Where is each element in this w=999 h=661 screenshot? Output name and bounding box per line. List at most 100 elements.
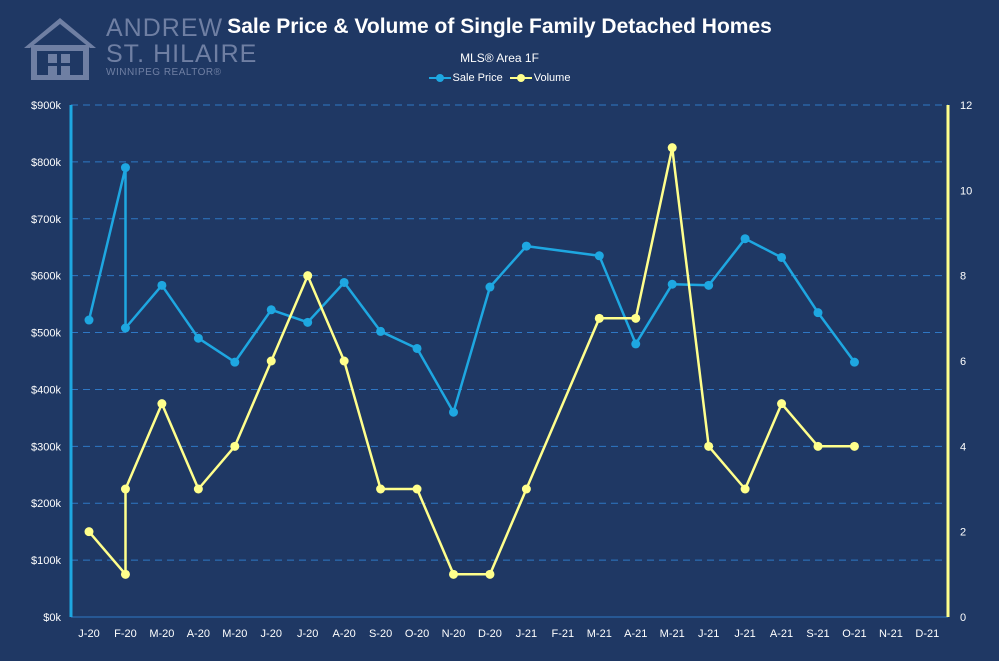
x-axis-tick-label: J-20 — [78, 628, 99, 640]
data-point-volume — [485, 569, 495, 579]
data-point-sale-price — [849, 357, 859, 367]
data-point-volume — [193, 484, 203, 494]
legend-label-sale-price: Sale Price — [452, 72, 503, 84]
data-point-volume — [849, 441, 859, 451]
chart-legend: Sale Price Volume — [0, 72, 999, 86]
data-point-volume — [266, 356, 276, 366]
legend-item-sale-price: Sale Price — [428, 72, 503, 84]
left-axis-tick-label: $800k — [31, 157, 61, 169]
left-axis-tick-label: $400k — [31, 384, 61, 396]
data-point-volume — [303, 271, 313, 281]
data-point-sale-price — [449, 407, 458, 417]
data-point-sale-price — [740, 234, 750, 244]
series-line-sale-price — [87, 166, 856, 414]
right-axis-tick-label: 10 — [960, 185, 972, 197]
data-point-volume — [339, 356, 349, 366]
data-point-volume — [157, 399, 167, 409]
x-axis-tick-label: O-20 — [405, 628, 429, 640]
right-axis-tick-label: 4 — [960, 441, 966, 453]
data-point-volume — [521, 484, 531, 494]
right-axis-tick-label: 12 — [960, 100, 972, 112]
x-axis-tick-label: J-20 — [297, 628, 318, 640]
data-point-sale-price — [84, 315, 94, 325]
x-axis-tick-label: M-21 — [587, 628, 612, 640]
x-axis-tick-label: J-21 — [734, 628, 755, 640]
right-axis-tick-label: 2 — [960, 527, 966, 539]
left-axis-tick-label: $700k — [31, 214, 61, 226]
data-point-volume — [449, 569, 458, 579]
left-axis-tick-label: $300k — [31, 441, 61, 453]
data-point-sale-price — [813, 308, 823, 318]
right-axis-tick-label: 0 — [960, 612, 966, 624]
legend-swatch-sale-price — [428, 73, 451, 83]
data-point-sale-price — [193, 333, 203, 343]
logo-name-line2: ST. HILAIRE — [106, 40, 258, 68]
left-axis-tick-label: $600k — [31, 271, 61, 283]
data-point-volume — [594, 313, 604, 323]
data-point-volume — [376, 484, 386, 494]
data-point-volume — [740, 484, 750, 494]
x-axis-tick-label: D-21 — [915, 628, 939, 640]
x-axis-tick-label: J-21 — [698, 628, 719, 640]
chart-title: Sale Price & Volume of Single Family Det… — [227, 15, 772, 38]
left-axis-tick-label: $500k — [31, 328, 61, 340]
chart-subtitle: MLS® Area 1F — [460, 51, 539, 65]
data-point-sale-price — [120, 163, 130, 173]
right-axis-tick-label: 6 — [960, 356, 966, 368]
data-point-sale-price — [667, 279, 677, 289]
left-axis-tick-label: $200k — [31, 498, 61, 510]
logo-tagline: WINNIPEG REALTOR® — [106, 67, 222, 78]
left-axis-tick-label: $100k — [31, 555, 61, 567]
data-point-sale-price — [230, 357, 240, 367]
x-axis-tick-label: S-20 — [369, 628, 392, 640]
data-point-sale-price — [412, 343, 422, 353]
data-point-volume — [230, 441, 240, 451]
data-point-volume — [84, 527, 94, 537]
data-point-sale-price — [631, 339, 641, 349]
x-axis-tick-label: M-20 — [149, 628, 174, 640]
x-axis-tick-label: J-20 — [261, 628, 282, 640]
data-point-sale-price — [120, 323, 130, 333]
data-point-volume — [120, 569, 130, 579]
data-point-sale-price — [777, 252, 787, 262]
data-point-sale-price — [704, 280, 714, 290]
logo-name-line1: ANDREW — [106, 14, 224, 42]
left-axis-tick-label: $900k — [31, 100, 61, 112]
series-line-volume — [88, 146, 855, 576]
x-axis-tick-label: J-21 — [516, 628, 537, 640]
data-point-volume — [412, 484, 422, 494]
legend-swatch-volume — [509, 73, 532, 83]
data-point-volume — [813, 441, 823, 451]
x-axis-tick-label: N-21 — [879, 628, 903, 640]
data-point-sale-price — [157, 280, 167, 290]
x-axis-tick-label: D-20 — [478, 628, 502, 640]
data-point-volume — [631, 313, 641, 323]
x-axis-tick-label: F-21 — [552, 628, 575, 640]
data-point-volume — [777, 399, 787, 409]
x-axis-tick-label: O-21 — [842, 628, 866, 640]
data-point-sale-price — [339, 277, 349, 287]
legend-label-volume: Volume — [533, 72, 571, 84]
data-point-sale-price — [303, 317, 313, 327]
data-point-sale-price — [376, 326, 386, 336]
x-axis-tick-label: M-21 — [660, 628, 685, 640]
data-point-volume — [120, 484, 130, 494]
data-point-volume — [667, 143, 677, 153]
data-point-sale-price — [521, 241, 531, 251]
data-point-sale-price — [485, 282, 495, 292]
logo: ANDREW ST. HILAIRE WINNIPEG REALTOR® — [20, 12, 256, 82]
x-axis-tick-label: A-21 — [624, 628, 647, 640]
data-point-sale-price — [266, 305, 276, 315]
x-axis-tick-label: F-20 — [114, 628, 137, 640]
right-axis-tick-label: 8 — [960, 271, 966, 283]
left-axis-tick-label: $0k — [43, 612, 61, 624]
x-axis-tick-label: A-21 — [770, 628, 793, 640]
x-axis-tick-label: A-20 — [333, 628, 356, 640]
x-axis-tick-label: N-20 — [442, 628, 466, 640]
house-icon — [24, 18, 96, 80]
data-point-sale-price — [594, 251, 604, 261]
legend-item-volume: Volume — [509, 72, 571, 84]
x-axis-tick-label: A-20 — [187, 628, 210, 640]
x-axis-tick-label: M-20 — [222, 628, 247, 640]
